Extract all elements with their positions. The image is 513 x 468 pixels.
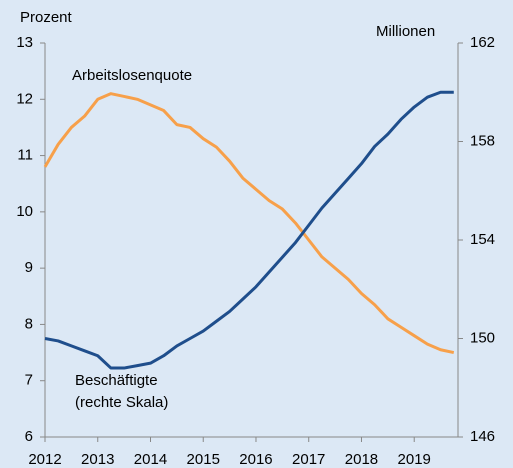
left-unit: Prozent: [20, 9, 73, 26]
x-tick-label: 2019: [398, 451, 431, 468]
y-tick-label: 6: [25, 428, 33, 445]
series-line: [43, 92, 455, 355]
y-tick-label: 11: [17, 147, 33, 164]
y2-tick-label: 154: [470, 231, 495, 248]
y2-tick-label: 146: [470, 428, 495, 445]
y-tick-label: 7: [25, 372, 33, 389]
y2-tick-label: 150: [470, 329, 495, 346]
right-unit: Millionen: [376, 23, 435, 40]
x-tick-label: 2014: [134, 451, 167, 468]
y2-tick-label: 158: [470, 132, 495, 149]
x-tick-label: 2015: [187, 451, 220, 468]
y2-tick-label: 162: [470, 34, 495, 51]
y-tick-label: 9: [25, 259, 33, 276]
right-note: (rechte Skala): [75, 394, 168, 411]
x-tick-label: 2018: [345, 451, 378, 468]
y-tick-label: 12: [16, 90, 33, 107]
y-tick-label: 10: [16, 203, 33, 220]
x-tick-label: 2017: [292, 451, 325, 468]
series-label: Arbeitslosenquote: [72, 67, 192, 84]
series-label: Beschäftigte: [75, 372, 158, 389]
x-tick-label: 2016: [239, 451, 272, 468]
series-line: [44, 90, 454, 370]
y-tick-label: 13: [16, 34, 33, 51]
x-tick-label: 2013: [81, 451, 114, 468]
x-tick-label: 2012: [28, 451, 61, 468]
y-tick-label: 8: [25, 315, 33, 332]
